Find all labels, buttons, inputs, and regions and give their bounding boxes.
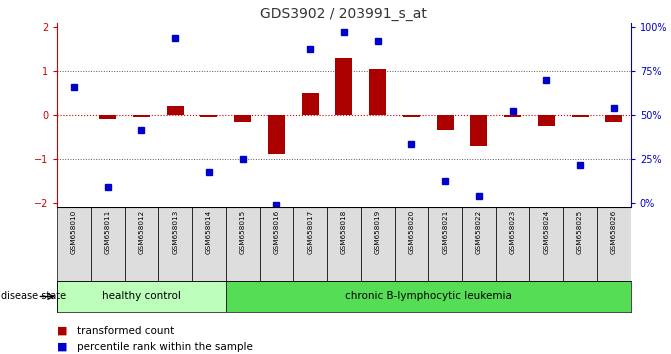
Text: ■: ■ [57, 326, 68, 336]
Text: GSM658020: GSM658020 [409, 209, 415, 253]
Bar [496, 207, 529, 281]
Bar [192, 207, 225, 281]
Text: GSM658023: GSM658023 [509, 209, 515, 253]
Bar [361, 207, 395, 281]
Bar [91, 207, 125, 281]
Bar [133, 115, 150, 117]
Text: GSM658019: GSM658019 [374, 209, 380, 253]
Text: ■: ■ [57, 342, 68, 352]
Bar [437, 115, 454, 130]
Text: transformed count: transformed count [77, 326, 174, 336]
Text: GSM658017: GSM658017 [307, 209, 313, 253]
Text: percentile rank within the sample: percentile rank within the sample [77, 342, 253, 352]
Bar [302, 93, 319, 115]
Bar [268, 115, 285, 154]
Bar [428, 207, 462, 281]
Text: disease state: disease state [1, 291, 66, 302]
Text: GSM658014: GSM658014 [206, 209, 212, 253]
Bar [605, 115, 622, 122]
Bar [369, 69, 386, 115]
Text: GSM658021: GSM658021 [442, 209, 448, 253]
Bar [462, 207, 496, 281]
Text: GSM658011: GSM658011 [105, 209, 111, 253]
Bar [336, 58, 352, 115]
Bar [125, 207, 158, 281]
Text: GSM658016: GSM658016 [273, 209, 279, 253]
Text: GSM658012: GSM658012 [138, 209, 144, 253]
Bar [225, 281, 631, 312]
Bar [57, 207, 91, 281]
Bar [293, 207, 327, 281]
Text: chronic B-lymphocytic leukemia: chronic B-lymphocytic leukemia [345, 291, 512, 302]
Bar [57, 281, 225, 312]
Bar [504, 115, 521, 117]
Bar [166, 106, 184, 115]
Bar [572, 115, 588, 117]
Text: GSM658013: GSM658013 [172, 209, 178, 253]
Bar [403, 115, 420, 117]
Bar [470, 115, 487, 146]
Text: healthy control: healthy control [102, 291, 181, 302]
Text: GSM658015: GSM658015 [240, 209, 246, 253]
Bar [327, 207, 361, 281]
Text: GSM658025: GSM658025 [577, 209, 583, 253]
Text: GSM658022: GSM658022 [476, 209, 482, 253]
Bar [99, 115, 116, 119]
Title: GDS3902 / 203991_s_at: GDS3902 / 203991_s_at [260, 7, 427, 21]
Bar [529, 207, 563, 281]
Bar [225, 207, 260, 281]
Text: GSM658026: GSM658026 [611, 209, 617, 253]
Bar [260, 207, 293, 281]
Bar [538, 115, 555, 126]
Bar [395, 207, 428, 281]
Bar [158, 207, 192, 281]
Text: GSM658018: GSM658018 [341, 209, 347, 253]
Bar [234, 115, 251, 122]
Bar [201, 115, 217, 117]
Text: GSM658010: GSM658010 [71, 209, 77, 253]
Bar [597, 207, 631, 281]
Text: GSM658024: GSM658024 [544, 209, 550, 253]
Bar [563, 207, 597, 281]
